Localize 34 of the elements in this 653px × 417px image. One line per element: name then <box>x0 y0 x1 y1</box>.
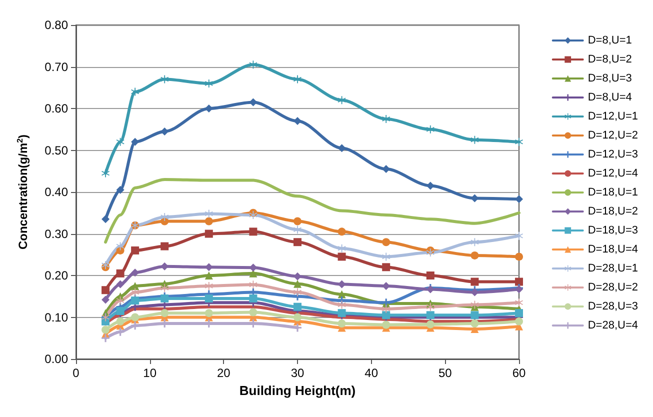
x-tick-label: 20 <box>216 366 231 380</box>
x-axis-title: Building Height(m) <box>239 382 356 398</box>
y-tick-label: 0.50 <box>44 143 68 158</box>
legend-label: D=28,U=3 <box>588 300 638 312</box>
legend-label: D=8,U=1 <box>588 34 632 46</box>
legend-label: D=8,U=4 <box>588 92 632 104</box>
legend-label: D=12,U=2 <box>588 130 638 142</box>
y-tick-label: 0.20 <box>44 268 68 282</box>
y-tick-label: 0.00 <box>44 352 68 366</box>
legend-label: D=18,U=3 <box>588 224 638 236</box>
legend-label: D=8,U=3 <box>588 72 632 84</box>
legend-label: D=8,U=2 <box>588 54 632 66</box>
x-tick-label: 50 <box>438 366 452 380</box>
y-tick-label: 0.10 <box>44 310 68 324</box>
legend-label: D=28,U=4 <box>588 320 638 332</box>
y-tick-label: 0.60 <box>44 102 68 116</box>
y-tick-label: 0.80 <box>44 18 68 32</box>
legend-label: D=18,U=2 <box>588 206 638 218</box>
x-tick-label: 40 <box>364 366 378 380</box>
x-tick-label: 30 <box>290 366 304 380</box>
legend-label: D=28,U=2 <box>588 282 638 294</box>
legend-label: D=18,U=1 <box>588 186 638 198</box>
legend-label: D=28,U=1 <box>588 262 638 274</box>
y-tick-label: 0.30 <box>44 226 68 241</box>
legend-label: D=12,U=3 <box>588 148 638 160</box>
x-tick-label: 10 <box>143 366 157 380</box>
y-tick-label: 0.40 <box>44 185 68 199</box>
y-tick-label: 0.70 <box>44 60 68 74</box>
x-tick-label: 60 <box>512 366 526 380</box>
y-axis-title: Concentration(g/m2) <box>16 134 30 250</box>
legend-label: D=18,U=4 <box>588 244 638 256</box>
legend-label: D=12,U=4 <box>588 168 638 180</box>
x-tick-label: 0 <box>72 366 80 380</box>
legend-label: D=12,U=1 <box>588 110 638 122</box>
